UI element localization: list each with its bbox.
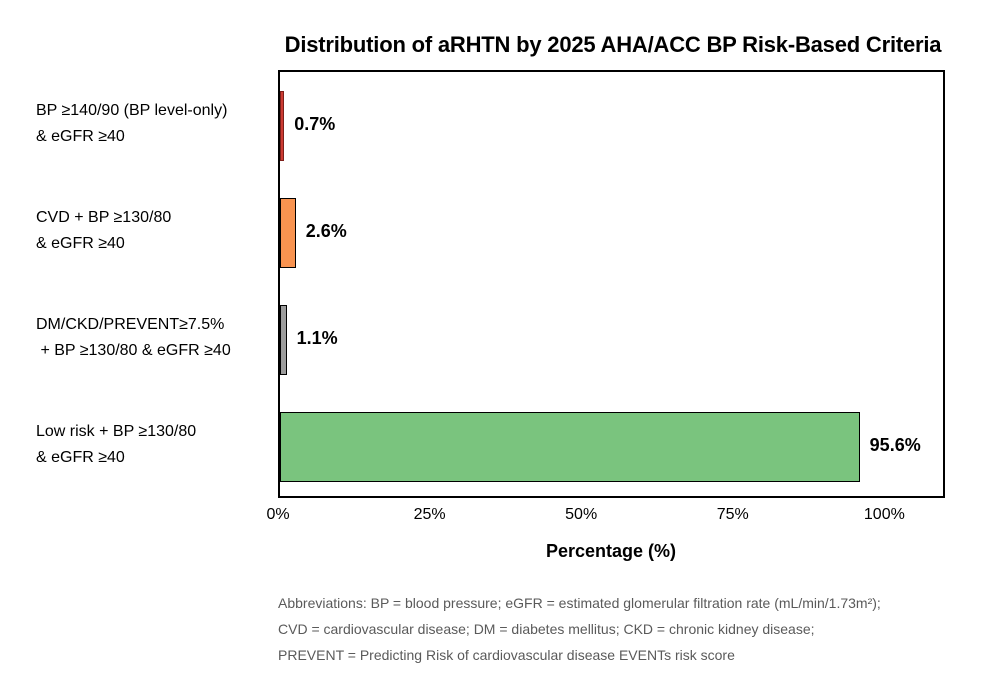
bar-segment [280, 90, 285, 161]
plot-area [278, 70, 945, 498]
bar-value-label: 2.6% [305, 220, 347, 241]
y-axis-category-line: & eGFR ≥40 [36, 127, 125, 145]
bar-segment [280, 411, 860, 482]
x-tick-label: 100% [863, 506, 905, 523]
y-axis-category-line: Low risk + BP ≥130/80 [36, 422, 197, 440]
y-axis-category-label: DM/CKD/PREVENT≥7.5% + BP ≥130/80 & eGFR … [36, 312, 276, 364]
bar-segment [280, 197, 296, 268]
bar-value-label: 1.1% [296, 327, 338, 348]
footnote-line: CVD = cardiovascular disease; DM = diabe… [278, 621, 815, 637]
y-axis-category-label: BP ≥140/90 (BP level-only) & eGFR ≥40 [36, 98, 276, 150]
y-axis-category-line: CVD + BP ≥130/80 [36, 208, 172, 226]
y-axis-category-line: + BP ≥130/80 & eGFR ≥40 [36, 341, 231, 359]
bar-segment [280, 304, 287, 375]
y-axis-category-line: DM/CKD/PREVENT≥7.5% [36, 315, 225, 333]
y-axis-category-label: Low risk + BP ≥130/80 & eGFR ≥40 [36, 419, 276, 471]
bar-value-label: 95.6% [869, 434, 921, 455]
footnote-line: Abbreviations: BP = blood pressure; eGFR… [278, 595, 881, 611]
bar-value-label: 0.7% [294, 113, 336, 134]
y-axis-category-label: CVD + BP ≥130/80 & eGFR ≥40 [36, 205, 276, 257]
chart-footnote: Abbreviations: BP = blood pressure; eGFR… [278, 590, 978, 668]
x-tick-label: 0% [266, 506, 290, 523]
x-axis-label: Percentage (%) [545, 541, 677, 561]
footnote-line: PREVENT = Predicting Risk of cardiovascu… [278, 647, 735, 663]
chart-title: Distribution of aRHTN by 2025 AHA/ACC BP… [284, 32, 942, 57]
x-tick-label: 50% [565, 506, 598, 523]
y-axis-category-line: BP ≥140/90 (BP level-only) [36, 101, 228, 119]
x-tick-label: 75% [716, 506, 749, 523]
y-axis-category-line: & eGFR ≥40 [36, 234, 125, 252]
y-axis-category-line: & eGFR ≥40 [36, 448, 125, 466]
x-tick-label: 25% [413, 506, 446, 523]
